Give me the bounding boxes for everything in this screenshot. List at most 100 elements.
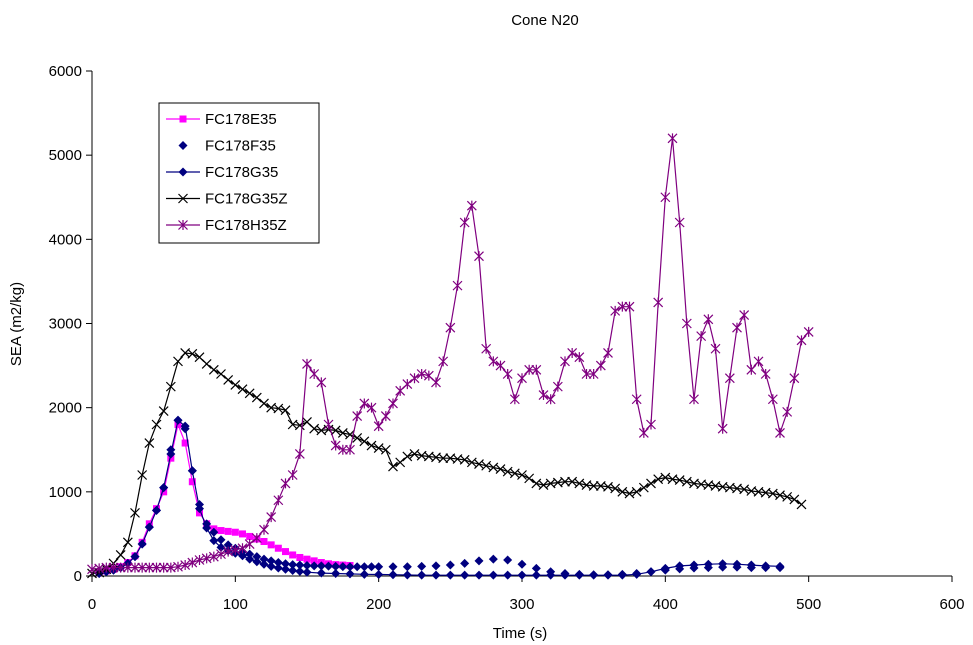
data-point	[323, 419, 334, 430]
data-point	[488, 356, 499, 367]
data-point	[273, 563, 283, 573]
data-point	[524, 473, 535, 484]
data-point	[159, 483, 169, 493]
data-point	[302, 560, 312, 570]
data-point	[309, 369, 320, 379]
data-point	[280, 405, 291, 416]
data-point	[617, 301, 628, 312]
data-point	[660, 563, 670, 573]
data-point	[402, 379, 413, 390]
data-point	[417, 570, 427, 580]
legend-marker	[178, 193, 188, 204]
data-point	[359, 398, 370, 409]
data-point	[409, 373, 420, 384]
data-point	[216, 369, 226, 379]
data-point	[460, 558, 470, 568]
data-point	[158, 406, 169, 416]
data-point	[760, 369, 771, 379]
data-point	[431, 377, 441, 388]
data-point	[517, 470, 527, 480]
data-point	[574, 352, 585, 363]
data-point	[130, 507, 140, 518]
data-point	[417, 561, 427, 571]
data-point	[646, 419, 656, 430]
data-point	[438, 453, 449, 464]
data-point	[294, 448, 305, 459]
data-point	[474, 570, 484, 580]
data-point	[373, 421, 384, 432]
legend-marker	[178, 141, 188, 150]
series-fc178g35z	[87, 348, 807, 579]
data-point	[223, 540, 233, 550]
data-point	[481, 343, 492, 354]
data-point	[567, 347, 578, 358]
data-point	[603, 347, 613, 358]
data-point	[259, 559, 269, 569]
data-point	[775, 561, 785, 571]
data-point	[209, 536, 219, 546]
data-point	[402, 451, 413, 462]
data-point	[195, 504, 204, 514]
data-point	[495, 360, 506, 371]
data-point	[115, 550, 126, 560]
data-point	[231, 528, 239, 536]
data-point	[144, 562, 155, 573]
data-point	[732, 559, 742, 569]
data-point	[631, 394, 642, 405]
data-point	[724, 373, 735, 384]
data-point	[152, 505, 161, 515]
data-point	[338, 562, 348, 572]
data-point	[224, 527, 232, 535]
data-point	[144, 522, 154, 532]
data-point	[445, 322, 456, 333]
legend-marker	[178, 220, 188, 230]
legend-item: FC178H35Z	[166, 217, 287, 234]
data-point	[309, 561, 319, 571]
data-point	[345, 569, 355, 579]
data-point	[115, 562, 126, 573]
data-point	[466, 200, 477, 211]
data-point	[474, 556, 484, 566]
data-point	[130, 552, 140, 562]
data-point	[266, 556, 276, 566]
data-point	[316, 568, 326, 578]
data-point	[646, 478, 656, 489]
data-point	[732, 322, 742, 333]
data-point	[503, 570, 513, 580]
data-point	[531, 563, 541, 573]
data-point	[289, 551, 297, 559]
data-point	[380, 444, 391, 455]
data-point	[402, 570, 412, 580]
data-point	[251, 392, 262, 403]
data-point	[689, 560, 699, 570]
data-point	[560, 570, 570, 580]
data-point	[208, 551, 219, 562]
legend-label: FC178E35	[205, 111, 277, 128]
data-point	[459, 217, 470, 228]
data-point	[188, 478, 196, 486]
data-point	[287, 470, 298, 480]
data-point	[624, 301, 635, 312]
data-point	[767, 394, 778, 405]
data-point	[151, 419, 162, 430]
data-point	[209, 527, 219, 537]
data-point	[274, 544, 282, 552]
data-point	[388, 570, 398, 580]
data-point	[244, 539, 255, 550]
data-point	[180, 560, 191, 571]
data-point	[245, 554, 255, 564]
data-point	[201, 358, 212, 369]
data-point	[617, 570, 627, 580]
data-point	[782, 491, 793, 502]
y-tick-label: 6000	[49, 63, 82, 80]
data-point	[259, 554, 269, 564]
data-point	[667, 133, 678, 144]
data-point	[187, 557, 198, 568]
data-point	[359, 562, 369, 572]
data-point	[746, 560, 756, 570]
data-point	[380, 411, 391, 422]
data-point	[331, 561, 341, 571]
data-point	[803, 326, 814, 337]
data-point	[388, 398, 398, 409]
